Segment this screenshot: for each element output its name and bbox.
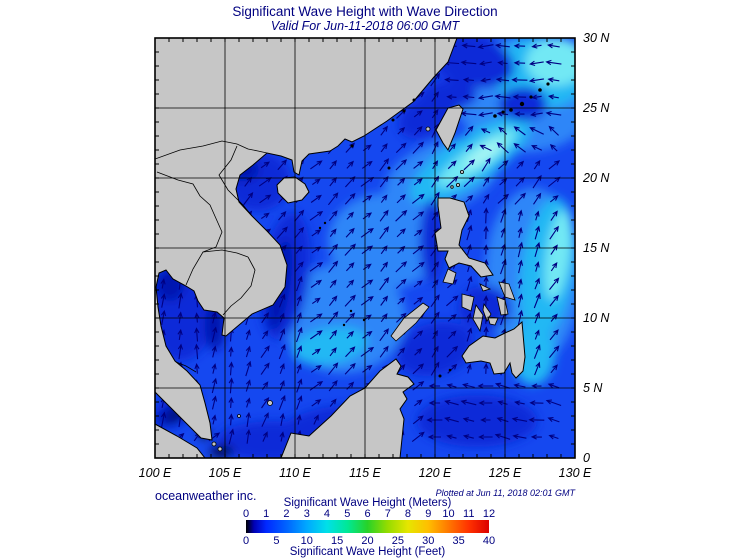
babuyan-island-2	[450, 185, 454, 189]
sulu-islet	[438, 374, 442, 378]
land-taiwan	[435, 104, 464, 152]
map-frame	[154, 37, 576, 459]
anambas-island	[237, 414, 241, 418]
lon-tick-label: 100 E	[138, 466, 172, 480]
land-samar	[498, 281, 516, 301]
natuna-island	[267, 400, 273, 406]
land-masbate	[479, 283, 492, 292]
feet-tick-label: 20	[361, 535, 374, 547]
lat-tick-label: 20 N	[583, 171, 610, 185]
ryukyu-island-1	[493, 114, 497, 118]
meters-tick-label: 1	[263, 508, 270, 520]
spratly-islands	[349, 309, 353, 313]
meters-tick-label: 7	[384, 508, 391, 520]
spratly-islands-3	[342, 323, 346, 327]
spratly-islands-2	[362, 318, 366, 322]
meters-tick-label: 10	[442, 508, 455, 520]
meters-tick-label: 11	[463, 508, 475, 520]
meters-tick-label: 6	[364, 508, 371, 520]
pratas-island	[387, 166, 391, 170]
lat-tick-label: 0	[583, 451, 590, 465]
hongkong-islet	[350, 144, 354, 148]
feet-tick-label: 25	[391, 535, 404, 547]
land-china-indochina-malay	[155, 38, 458, 441]
colorbar-feet-ticks: 0 5 10 15 20 25 30 35 40	[242, 535, 495, 547]
ryukyu-island-4	[519, 101, 525, 107]
fujian-coast-islet-3	[391, 118, 395, 122]
ryukyu-island-2	[501, 110, 505, 114]
credit-text: oceanweather inc.	[155, 489, 257, 503]
land-mindanao	[461, 320, 526, 379]
land-borneo	[280, 358, 415, 458]
colorbar-gradient	[246, 520, 489, 533]
lon-tick-label: 120 E	[418, 466, 452, 480]
feet-tick-label: 30	[422, 535, 435, 547]
colorbar-title-feet: Significant Wave Height (Feet)	[289, 546, 446, 558]
ryukyu-island-3	[509, 108, 513, 112]
land-panay	[461, 293, 475, 312]
fujian-coast-islet-2	[402, 109, 406, 113]
meters-tick-label: 4	[323, 508, 331, 520]
riau-island	[211, 441, 217, 447]
feet-tick-label: 0	[242, 535, 250, 547]
lon-tick-label: 110 E	[279, 466, 311, 480]
batanes-island	[459, 169, 464, 174]
ryukyu-island-6	[538, 88, 542, 92]
meters-tick-label: 3	[303, 508, 310, 520]
babuyan-island	[455, 182, 460, 187]
colorbar-meters-ticks: 0 1 2 3 4 5 6 7 8 9 10 11 12	[242, 508, 495, 520]
penghu-island	[425, 126, 431, 132]
country-borders	[155, 140, 268, 373]
sulu-islet-2	[448, 368, 452, 372]
feet-tick-label: 10	[300, 535, 313, 547]
meters-tick-label: 5	[344, 508, 351, 520]
land-sumatra	[155, 423, 206, 458]
meters-tick-label: 0	[242, 508, 250, 520]
land-mindoro	[442, 268, 457, 285]
wave-height-field	[155, 38, 575, 458]
lon-tick-label: 115 E	[349, 466, 381, 480]
meters-tick-label: 2	[283, 508, 290, 520]
lat-tick-label: 10 N	[583, 311, 610, 325]
paracel-islands	[318, 226, 322, 230]
riau-island-2	[217, 446, 223, 452]
fujian-coast-islet	[412, 98, 416, 102]
meters-tick-label: 9	[425, 508, 432, 520]
lon-tick-label: 125 E	[488, 466, 522, 480]
lon-tick-label: 105 E	[208, 466, 242, 480]
ryukyu-island-5	[529, 95, 533, 99]
feet-tick-label: 35	[452, 535, 465, 547]
lat-tick-label: 25 N	[583, 101, 610, 115]
land-palawan	[390, 302, 430, 342]
feet-tick-label: 40	[482, 535, 496, 547]
graticule	[155, 38, 575, 458]
lon-tick-label: 130 E	[558, 466, 592, 480]
meters-tick-label: 8	[404, 508, 412, 520]
feet-tick-label: 5	[273, 535, 280, 547]
plotted-timestamp: Plotted at Jun 11, 2018 02:01 GMT	[435, 488, 575, 498]
meters-tick-label: 12	[482, 508, 496, 520]
land-luzon	[434, 197, 494, 278]
page-title: Significant Wave Height with Wave Direct…	[232, 4, 498, 19]
colorbar-title-meters: Significant Wave Height (Meters)	[283, 497, 452, 509]
feet-tick-label: 15	[331, 535, 344, 547]
lat-tick-label: 30 N	[583, 31, 610, 45]
paracel-islands-2	[323, 221, 327, 225]
valid-time-subtitle: Valid For Jun-11-2018 06:00 GMT	[270, 19, 460, 33]
ryukyu-island-7	[546, 82, 550, 86]
lat-tick-label: 5 N	[583, 381, 603, 395]
lat-tick-label: 15 N	[583, 241, 610, 255]
